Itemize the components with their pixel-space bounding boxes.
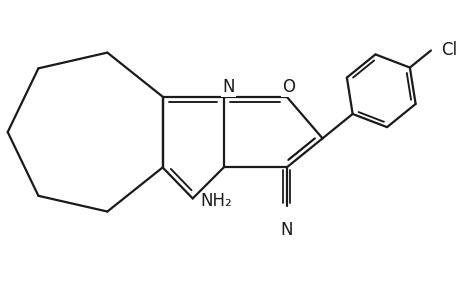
- Text: N: N: [222, 78, 234, 96]
- Text: Cl: Cl: [440, 41, 456, 59]
- Text: N: N: [280, 221, 292, 239]
- Text: O: O: [281, 78, 295, 96]
- Text: NH₂: NH₂: [200, 192, 231, 210]
